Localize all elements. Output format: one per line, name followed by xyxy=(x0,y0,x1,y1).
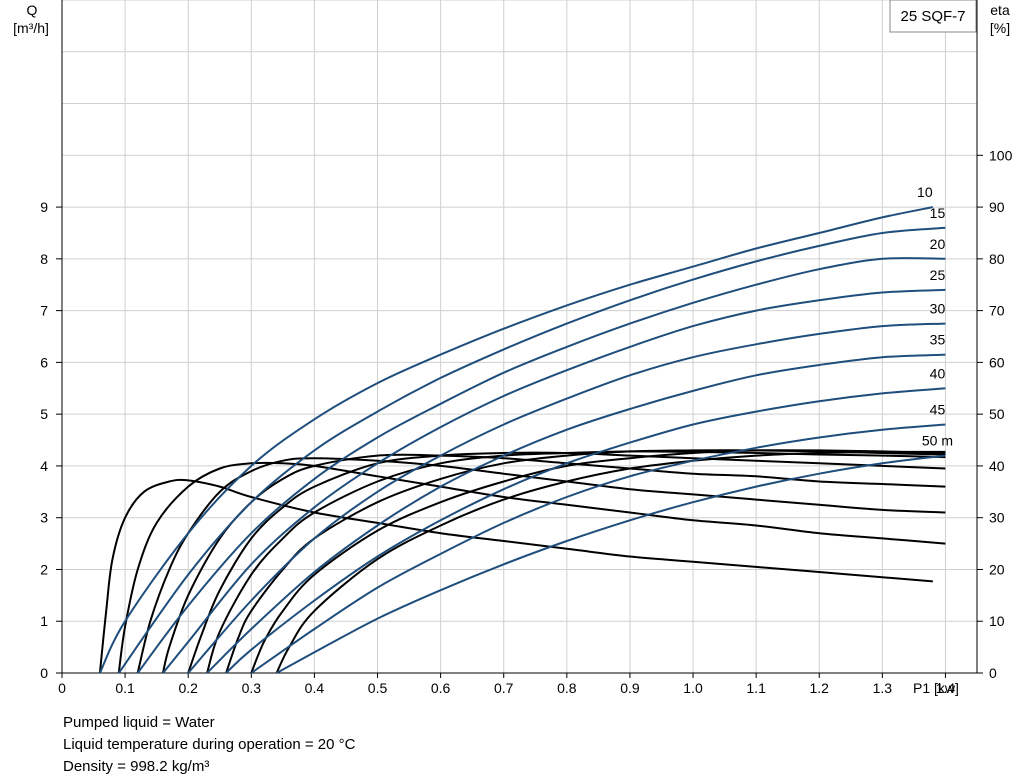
efficiency-curve-9 xyxy=(275,450,946,674)
y-right-tick-label: 70 xyxy=(989,303,1005,319)
x-tick-label: 1.3 xyxy=(873,680,893,696)
chart-title-box xyxy=(889,0,977,33)
flow-curve-label-35: 35 xyxy=(930,332,946,348)
x-axis-label: P1 [kw] xyxy=(913,680,959,696)
flow-curve-label-40: 40 xyxy=(930,365,946,381)
flow-curve-15 xyxy=(117,226,946,674)
flow-curve-45 xyxy=(250,423,946,674)
y-right-tick-label: 20 xyxy=(989,561,1005,577)
y-left-axis-unit: [m³/h] xyxy=(13,20,49,36)
flow-curve-label-15: 15 xyxy=(930,205,946,221)
chart-notes: Pumped liquid = Water Liquid temperature… xyxy=(63,712,355,778)
y-left-tick-label: 4 xyxy=(40,458,48,474)
flow-curve-label-45: 45 xyxy=(930,402,946,418)
y-right-tick-label: 100 xyxy=(989,147,1013,163)
flow-curve-label-10: 10 xyxy=(917,184,933,200)
y-right-tick-label: 60 xyxy=(989,354,1005,370)
note-density: Density = 998.2 kg/m³ xyxy=(63,758,210,775)
x-tick-label: 1.0 xyxy=(683,680,703,696)
note-pumped-liquid: Pumped liquid = Water xyxy=(63,714,215,731)
y-right-tick-label: 30 xyxy=(989,510,1005,526)
y-left-tick-label: 0 xyxy=(40,665,48,681)
x-tick-label: 0.3 xyxy=(242,680,262,696)
y-right-tick-label: 50 xyxy=(989,406,1005,422)
flow-curve-10 xyxy=(99,206,933,674)
flow-curve-30 xyxy=(187,322,946,674)
efficiency-curve-5 xyxy=(187,451,946,674)
y-right-tick-label: 90 xyxy=(989,199,1005,215)
flow-curve-label-30: 30 xyxy=(930,301,946,317)
flow-curve-25 xyxy=(162,288,946,674)
y-right-tick-label: 40 xyxy=(989,458,1005,474)
y-left-tick-label: 1 xyxy=(40,613,48,629)
efficiency-curve-4 xyxy=(162,453,946,674)
x-tick-label: 0.4 xyxy=(305,680,325,696)
y-right-axis-unit: [%] xyxy=(990,20,1010,36)
flow-curve-label-50: 50 m xyxy=(922,433,953,449)
flow-curve-35 xyxy=(206,353,946,674)
chart-title: 25 SQF-7 xyxy=(900,8,965,25)
flow-curve-label-20: 20 xyxy=(930,236,946,252)
x-tick-label: 0.1 xyxy=(115,680,135,696)
y-right-tick-label: 10 xyxy=(989,613,1005,629)
y-left-tick-label: 3 xyxy=(40,510,48,526)
y-left-tick-label: 9 xyxy=(40,199,48,215)
x-tick-label: 0.9 xyxy=(620,680,640,696)
y-right-tick-label: 80 xyxy=(989,251,1005,267)
flow-curve-50 xyxy=(276,454,946,674)
x-tick-label: 0.5 xyxy=(368,680,388,696)
flow-curve-20 xyxy=(136,257,946,674)
x-tick-label: 1.4 xyxy=(936,680,956,696)
x-tick-label: 0.6 xyxy=(431,680,451,696)
y-right-axis-symbol: eta xyxy=(990,2,1010,18)
y-left-tick-label: 2 xyxy=(40,561,48,577)
y-left-tick-label: 6 xyxy=(40,354,48,370)
y-left-tick-label: 7 xyxy=(40,303,48,319)
efficiency-curve-2 xyxy=(117,461,946,674)
x-tick-label: 0.8 xyxy=(557,680,577,696)
pump-performance-chart: 0 0.1 0.2 0.3 0.4 0.5 0.6 0.7 0.8 0.9 1.0 1.1 1.2 1.3… xyxy=(13,0,1013,696)
x-tick-label: 0.2 xyxy=(178,680,198,696)
efficiency-curve-1 xyxy=(98,478,933,674)
efficiency-curve-8 xyxy=(250,449,946,674)
x-tick-label: 0.7 xyxy=(494,680,514,696)
flow-curve-label-25: 25 xyxy=(930,267,946,283)
x-tick-label: 1.1 xyxy=(746,680,766,696)
x-tick-label: 1.2 xyxy=(810,680,830,696)
flow-curve-40 xyxy=(225,387,946,674)
x-tick-label: 0 xyxy=(58,680,66,696)
note-liquid-temperature: Liquid temperature during operation = 20… xyxy=(63,736,356,753)
y-left-tick-label: 5 xyxy=(40,406,48,422)
y-left-tick-label: 8 xyxy=(40,251,48,267)
y-right-tick-label: 0 xyxy=(989,665,997,681)
y-left-axis-symbol: Q xyxy=(27,2,38,18)
